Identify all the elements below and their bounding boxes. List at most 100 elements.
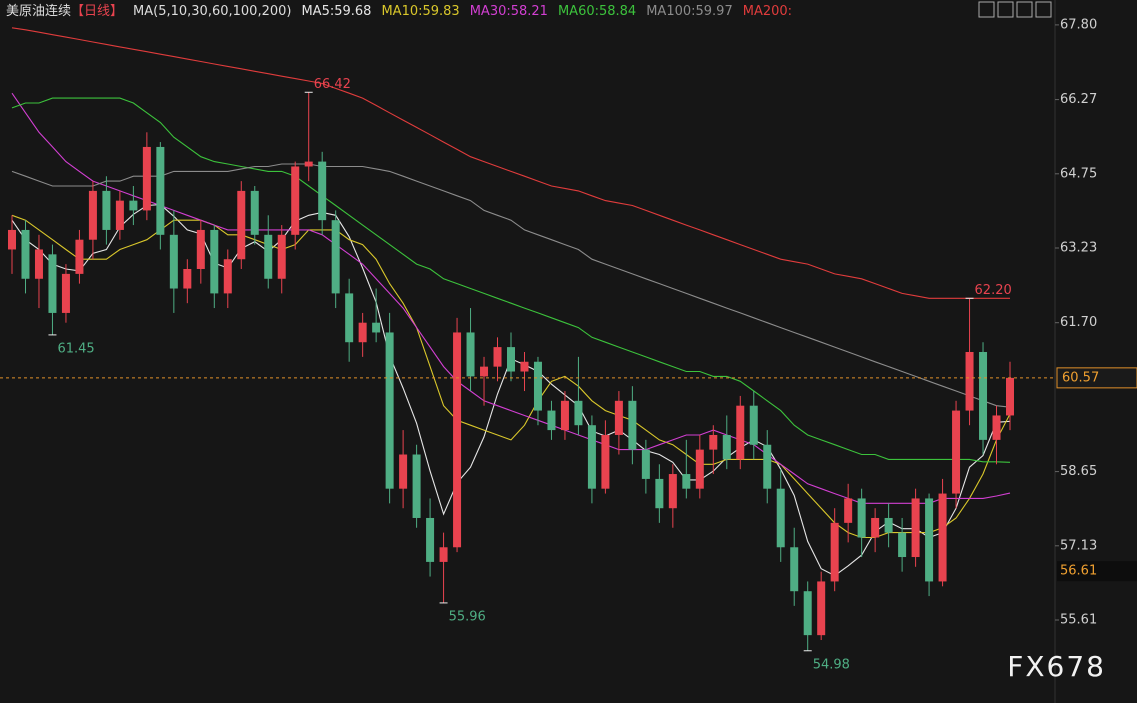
extreme-label: 61.45	[57, 341, 94, 356]
toolbar[interactable]	[978, 1, 1052, 18]
candle-body	[399, 454, 408, 489]
candle-body	[587, 425, 596, 489]
candle-body	[277, 234, 286, 279]
candle-body	[682, 474, 691, 489]
candle-body	[844, 498, 853, 523]
watermark: FX678	[1007, 650, 1106, 683]
candle-body	[830, 522, 839, 582]
candle-body	[857, 498, 866, 538]
candle-body	[169, 234, 178, 289]
tool-button[interactable]	[1016, 1, 1033, 18]
candle-body	[965, 351, 974, 411]
candle-body	[668, 474, 677, 509]
candle-body	[641, 449, 650, 479]
ma-line	[11, 97, 1011, 463]
candle-body	[1006, 377, 1014, 416]
candle-body	[507, 347, 515, 372]
tool-button[interactable]	[978, 1, 995, 18]
candle-body	[439, 547, 448, 562]
candle-body	[817, 581, 826, 636]
candle-body	[237, 190, 246, 260]
candle-body	[911, 498, 920, 558]
candle-body	[695, 449, 704, 489]
extreme-label: 54.98	[813, 657, 850, 672]
ma-line	[11, 27, 1010, 299]
candle-body	[88, 190, 97, 240]
header: 美原油连续【日线】 MA(5,10,30,60,100,200) MA5:59.68…	[6, 2, 812, 22]
candle-body	[75, 239, 84, 274]
legend-entry: MA5:59.68	[301, 4, 372, 19]
candle-body	[264, 234, 273, 279]
candle-body	[426, 517, 435, 562]
candle-body	[871, 517, 880, 538]
candle-body	[763, 444, 772, 489]
candle-body	[884, 517, 893, 533]
candle-body	[115, 200, 124, 230]
candle-body	[736, 405, 745, 460]
y-tick-label: 66.27	[1060, 92, 1097, 107]
candle-body	[142, 146, 151, 211]
candle-body	[560, 400, 569, 431]
candle-body	[453, 332, 462, 548]
candle-body	[938, 493, 947, 582]
candle-body	[34, 249, 43, 279]
tool-button[interactable]	[997, 1, 1014, 18]
extreme-label: 55.96	[449, 609, 486, 624]
candle-body	[196, 229, 205, 269]
candle-body	[709, 434, 718, 450]
candle-body	[318, 161, 327, 221]
y-tick-label: 55.61	[1060, 613, 1097, 628]
candle-body	[291, 166, 300, 235]
price-marker-label: 56.61	[1060, 564, 1097, 579]
y-tick-label: 67.80	[1060, 17, 1097, 32]
candle-body	[520, 361, 529, 372]
candle-body	[358, 322, 367, 343]
price-marker-box	[1057, 561, 1137, 582]
candle-body	[372, 322, 381, 333]
candle-body	[480, 366, 489, 377]
candle-body	[790, 547, 799, 592]
ma-line	[11, 163, 1011, 408]
y-tick-label: 63.23	[1060, 241, 1097, 256]
legend: MA5:59.68 MA10:59.83 MA30:58.21 MA60:58.84 M…	[301, 4, 802, 19]
candle-body	[331, 220, 340, 294]
candle-body	[601, 434, 610, 489]
legend-entry: MA30:58.21	[469, 4, 548, 19]
tool-button[interactable]	[1035, 1, 1052, 18]
candle-body	[210, 229, 219, 294]
instrument-title: 美原油连续	[6, 4, 72, 19]
candle-body	[628, 400, 637, 450]
candle-body	[48, 254, 57, 313]
candle-body	[21, 229, 30, 279]
legend-entry: MA60:58.84	[557, 4, 637, 19]
candle-body	[952, 410, 961, 494]
candle-body	[547, 410, 556, 431]
candle-body	[345, 293, 354, 343]
legend-entry: MA200:	[742, 4, 793, 19]
candle-body	[61, 273, 70, 313]
candle-body	[925, 498, 934, 582]
price-label: 60.57	[1062, 370, 1099, 385]
candle-body	[574, 400, 583, 426]
plot: 67.80 66.27 64.75 63.23 61.70 58.65 57.13 55.61…	[0, 17, 1137, 672]
candle-body	[493, 347, 502, 367]
candle-body	[803, 591, 812, 636]
candle-body	[614, 400, 623, 435]
candle-body	[129, 200, 138, 211]
candle-body	[655, 478, 664, 509]
candle-body	[156, 146, 165, 235]
extreme-label: 66.42	[314, 77, 351, 92]
candle-body	[992, 415, 1001, 440]
candle-body	[722, 434, 731, 460]
ma-line	[11, 92, 1011, 504]
candle-body	[466, 332, 475, 377]
legend-entry: MA10:59.83	[381, 4, 460, 19]
ma-line	[11, 214, 1011, 539]
candle-body	[385, 332, 394, 489]
indicator[interactable]: MA(5,10,30,60,100,200)	[133, 4, 292, 19]
y-tick-label: 57.13	[1060, 538, 1097, 553]
period[interactable]: 【日线】	[71, 4, 124, 19]
candle-body	[304, 161, 313, 167]
